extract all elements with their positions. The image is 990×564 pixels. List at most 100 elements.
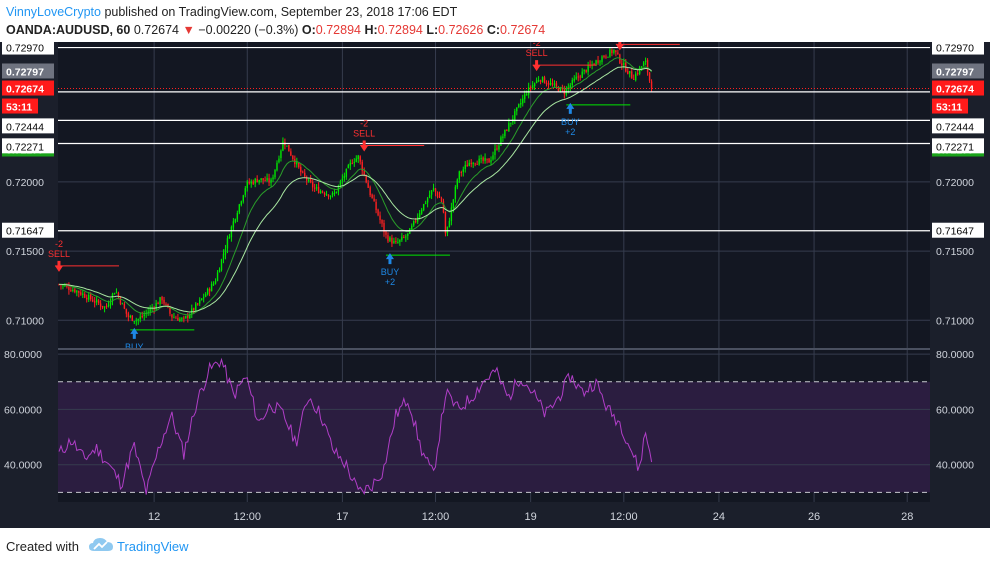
tradingview-brand[interactable]: TradingView: [117, 539, 189, 554]
candle-body: [547, 83, 550, 85]
candle-body: [426, 198, 429, 203]
candle-body: [365, 175, 367, 183]
candle-body: [309, 178, 312, 183]
candle-body: [415, 220, 417, 222]
candle-body: [450, 207, 453, 222]
candle-body: [411, 225, 413, 230]
sell-qty-label: -2: [533, 42, 541, 48]
buy-label: BUY: [561, 117, 580, 127]
candle-body: [524, 94, 526, 100]
ema-slow-line: [59, 66, 652, 313]
candle-body: [636, 73, 639, 75]
candle-body: [246, 181, 248, 188]
candle-body: [379, 215, 381, 221]
countdown-tag-right: [932, 98, 968, 114]
buy-label: BUY: [381, 267, 400, 277]
price-tag-left: [2, 118, 54, 134]
candle-body: [252, 181, 254, 184]
candle-body: [375, 201, 377, 211]
ema-fast-line: [58, 57, 652, 316]
candle-body: [541, 76, 544, 83]
candle-body: [595, 60, 597, 65]
candle-body: [329, 195, 332, 197]
candle-body: [567, 86, 570, 89]
candle-body: [218, 269, 221, 273]
candle-body: [444, 211, 447, 234]
candle-body: [276, 162, 278, 171]
candle-body: [97, 300, 100, 304]
price-tick-label-right: 0.72970: [936, 43, 974, 55]
price-tick-label-left: 0.71000: [6, 315, 44, 327]
candle-body: [323, 193, 326, 195]
candle-body: [183, 317, 185, 319]
candle-body: [195, 303, 197, 310]
candle-body: [86, 297, 88, 300]
candle-body: [500, 137, 502, 146]
rsi-tick-label-left: 40.0000: [4, 460, 42, 472]
candle-body: [401, 236, 403, 240]
price-change: −0.00220 (−0.3%): [198, 23, 299, 37]
candle-body: [531, 85, 534, 89]
low-label: L:: [426, 23, 439, 37]
candle-body: [638, 67, 641, 74]
candle-body: [68, 286, 70, 290]
candle-body: [91, 299, 94, 302]
candle-body: [593, 64, 595, 66]
candle-body: [155, 303, 157, 310]
open-label: O:: [301, 23, 316, 37]
sell-arrow-icon: [360, 140, 369, 152]
candle-body: [387, 235, 389, 242]
candle-body: [529, 87, 532, 89]
candle-body: [545, 82, 548, 84]
countdown-tag-left: [2, 98, 38, 114]
candle-body: [508, 123, 510, 132]
chart-footer: Created with TradingView: [0, 528, 990, 564]
candle-body: [385, 231, 387, 235]
candle-body: [103, 306, 106, 308]
candle-body: [579, 76, 581, 78]
candle-body: [286, 145, 288, 147]
candle-body: [143, 314, 145, 317]
author-link[interactable]: VinnyLoveCrypto: [6, 5, 101, 19]
chart-canvas[interactable]: 12 12:00 17 12:00 19 12:00 24 26 28SELL-2BUYSELL…: [0, 42, 990, 528]
candle-body: [367, 182, 369, 188]
candle-body: [476, 163, 478, 165]
candle-body: [533, 83, 536, 87]
candle-body: [440, 197, 443, 202]
candle-body: [327, 194, 330, 197]
candle-body: [258, 179, 260, 183]
time-tick-label: 24: [713, 511, 725, 523]
rsi-band-fill: [58, 381, 930, 493]
sell-qty-label: -2: [360, 118, 368, 128]
candle-body: [234, 219, 237, 222]
candle-body: [644, 60, 647, 63]
candle-body: [311, 181, 314, 188]
sell-qty-label: -2: [55, 239, 63, 249]
sell-label: SELL: [526, 48, 548, 58]
candle-body: [335, 191, 338, 193]
price-tick-label-right: 0.72000: [936, 177, 974, 189]
candle-body: [468, 162, 470, 166]
candle-body: [175, 317, 177, 319]
candle-body: [113, 293, 116, 295]
candle-body: [151, 308, 153, 310]
candle-body: [70, 290, 72, 292]
chart-header: VinnyLoveCrypto published on TradingView…: [0, 0, 990, 42]
price-tick-label-left: 0.72970: [6, 43, 44, 55]
price-tag-right: [932, 222, 984, 238]
candle-body: [101, 305, 104, 308]
candle-body: [274, 169, 276, 178]
low-value: 0.72626: [438, 23, 484, 37]
candle-body: [212, 283, 215, 285]
candle-body: [127, 313, 130, 317]
candle-body: [520, 102, 522, 105]
candle-body: [292, 155, 294, 160]
candle-body: [280, 150, 282, 158]
candle-body: [466, 164, 468, 167]
candle-body: [244, 188, 246, 195]
candle-body: [308, 179, 310, 182]
candle-body: [571, 79, 573, 86]
candle-body: [569, 85, 571, 88]
candle-body: [264, 180, 266, 182]
candle-body: [304, 172, 306, 177]
